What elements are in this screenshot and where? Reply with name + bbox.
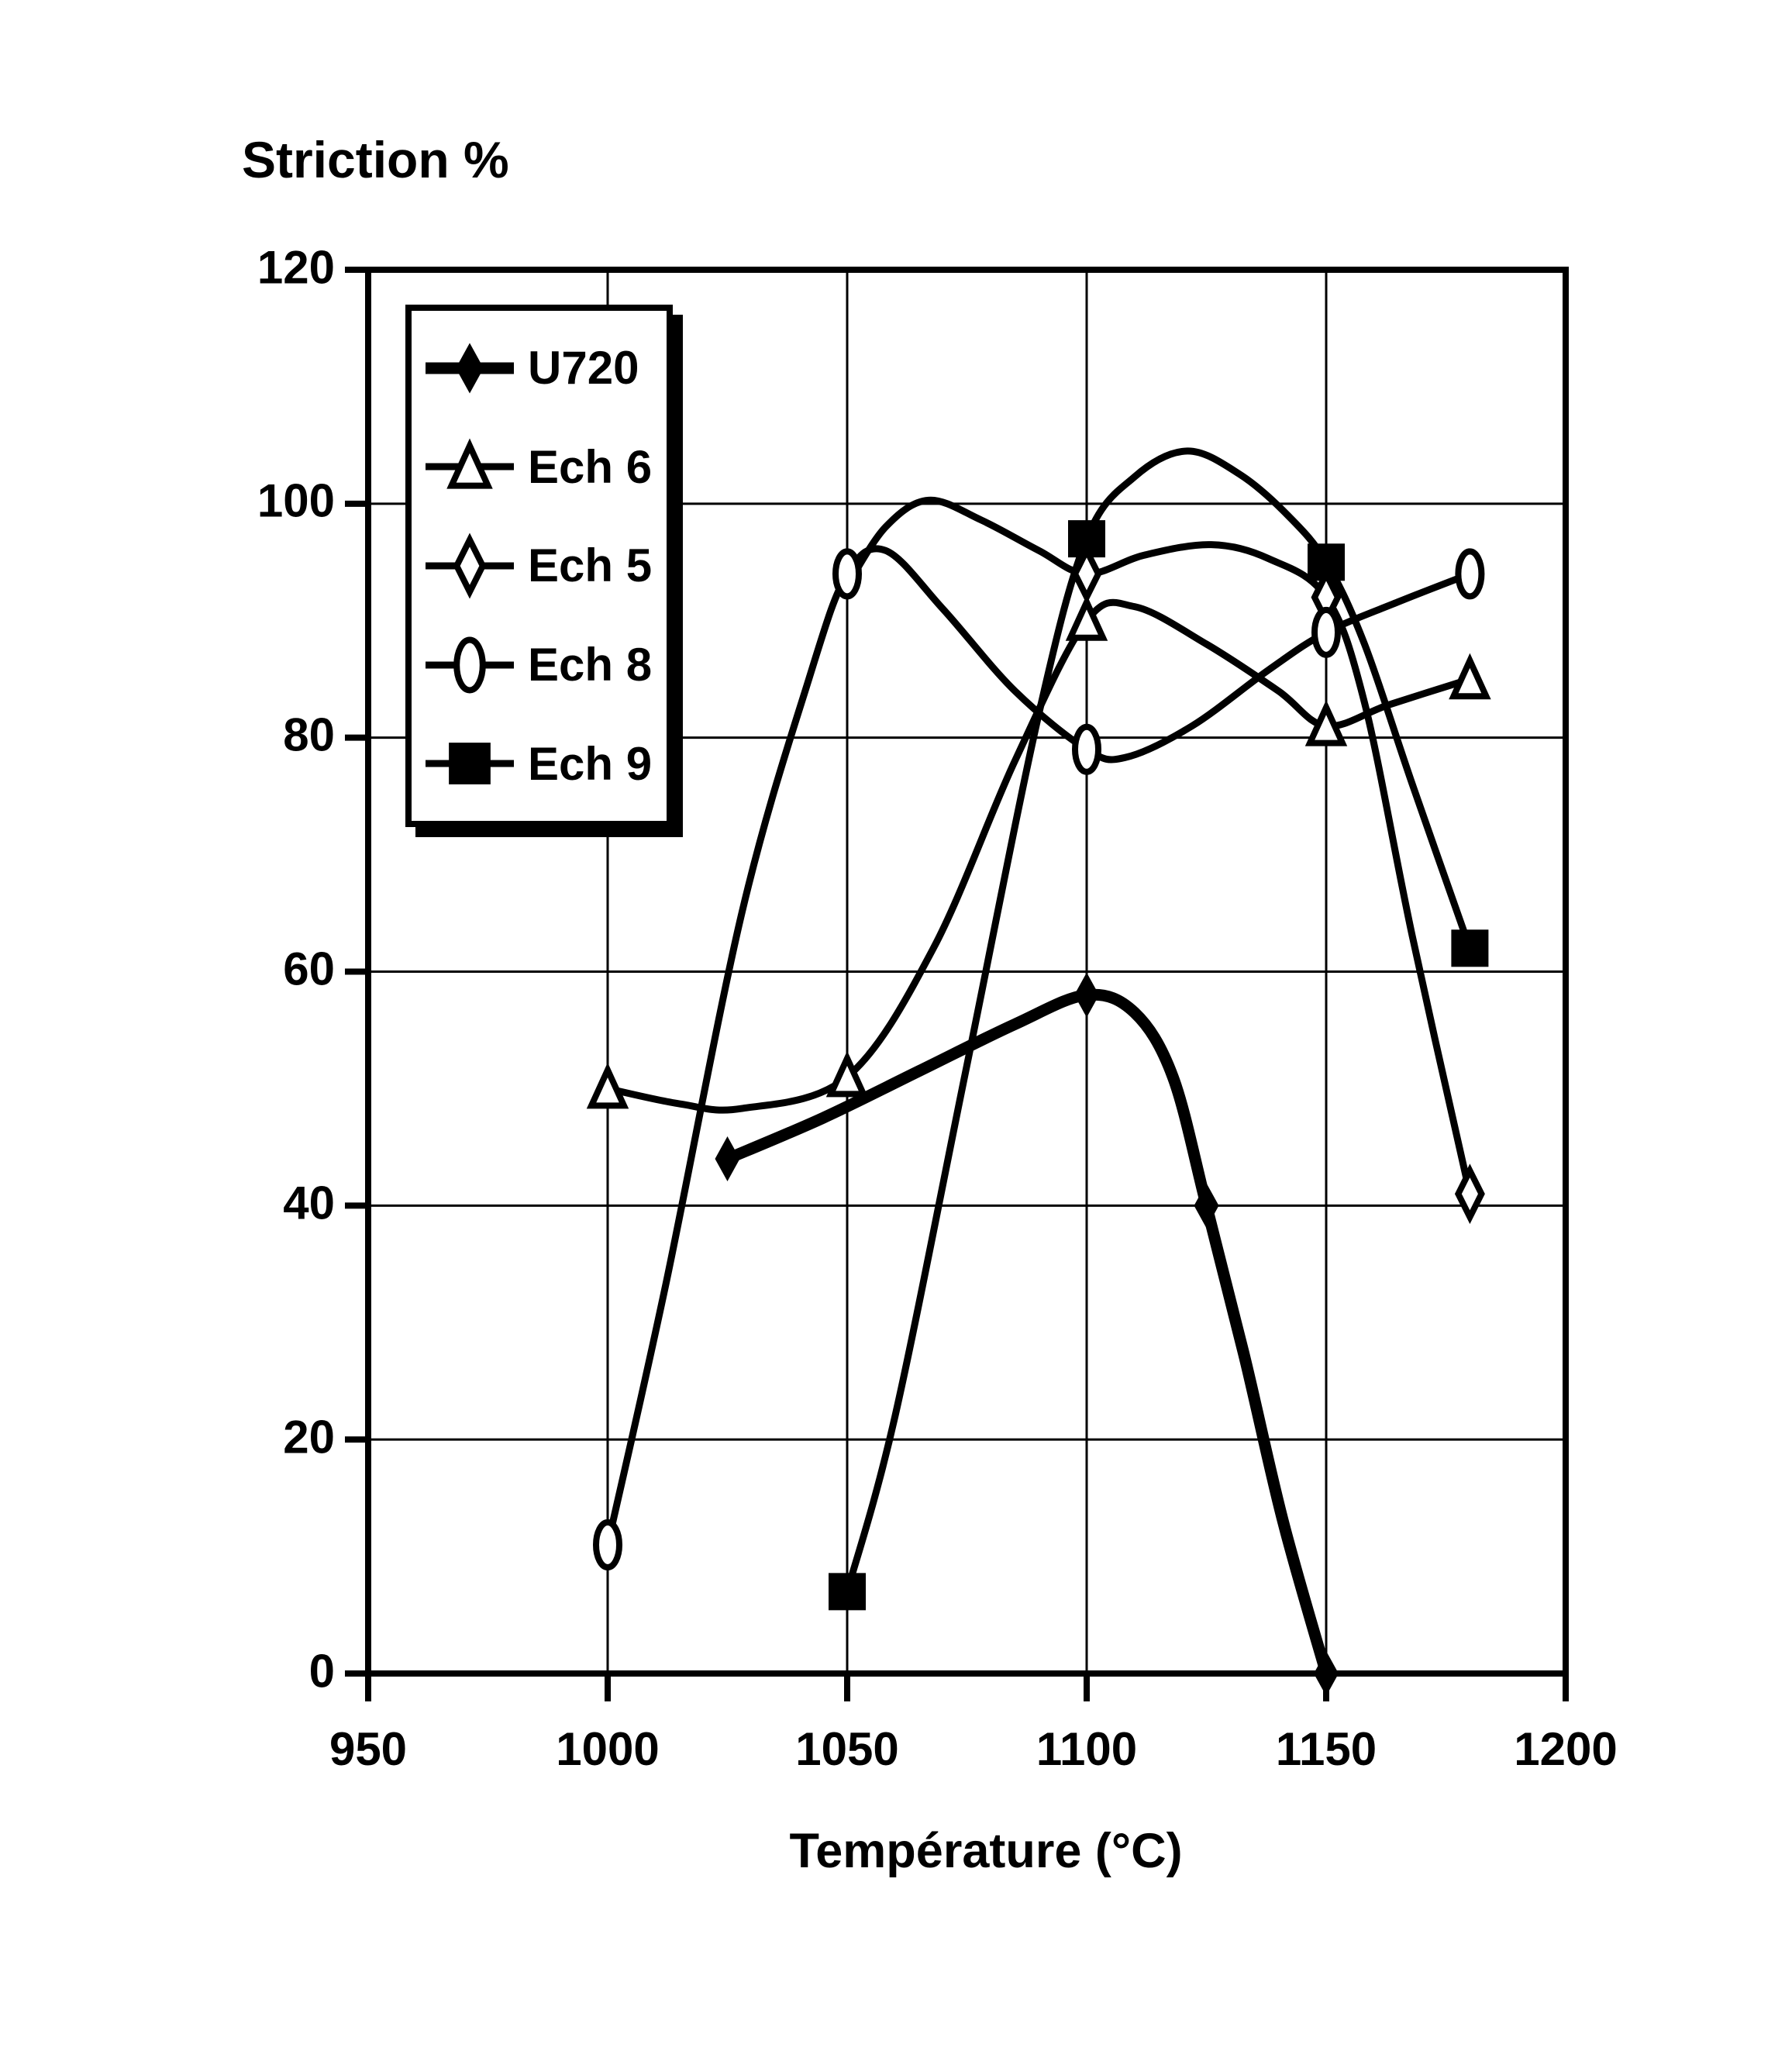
marker-open-ellipse — [832, 548, 862, 600]
marker-open-triangle — [1449, 653, 1491, 700]
x-axis-tick-label: 950 — [329, 1723, 408, 1775]
legend-marker-ech6-icon — [426, 438, 514, 490]
y-axis-tick-label: 120 — [257, 241, 335, 294]
marker-filled-square — [449, 743, 491, 785]
legend-box: U720 Ech 6 Ech 5 Ech 8 Ech 9 — [405, 305, 673, 827]
marker-open-triangle — [446, 438, 493, 490]
marker-open-diamond — [453, 533, 487, 599]
legend-item-ech6: Ech 6 — [422, 418, 667, 517]
x-axis-title: Température (°C) — [789, 1824, 1183, 1878]
legend-item-ech8: Ech 8 — [422, 615, 667, 715]
marker-filled-diamond — [1074, 972, 1099, 1018]
marker-open-ellipse — [593, 1518, 622, 1570]
series-u720-curve — [722, 988, 1332, 1680]
marker-filled-diamond — [1194, 1183, 1219, 1229]
series-ech5-curve — [843, 496, 1473, 1198]
marker-open-triangle — [1304, 699, 1348, 746]
marker-open-diamond — [1454, 1163, 1485, 1225]
y-axis-tick-label: 80 — [283, 708, 335, 761]
marker-open-triangle — [1065, 595, 1108, 641]
y-axis-tick-label: 20 — [283, 1411, 335, 1463]
legend-marker-u720-icon — [426, 343, 514, 394]
series-ech9-curve — [843, 447, 1473, 1595]
marker-open-ellipse — [1072, 723, 1101, 775]
marker-filled-diamond — [456, 343, 484, 394]
legend-item-label: U720 — [528, 342, 639, 395]
x-axis-tick-label: 1150 — [1275, 1723, 1377, 1775]
marker-open-triangle — [825, 1050, 869, 1098]
y-axis-tick-label: 40 — [283, 1177, 335, 1229]
marker-filled-diamond — [1314, 1651, 1339, 1696]
legend-item-ech5: Ech 5 — [422, 516, 667, 615]
y-axis-tick-label: 100 — [257, 474, 335, 527]
legend-item-label: Ech 9 — [528, 737, 653, 790]
marker-filled-square — [1451, 929, 1489, 967]
x-axis-tick-label: 1050 — [795, 1723, 899, 1775]
legend-item-label: Ech 8 — [528, 639, 653, 691]
legend-item-label: Ech 6 — [528, 440, 653, 493]
y-axis-tick-label: 0 — [308, 1645, 335, 1698]
marker-filled-square — [1308, 543, 1345, 581]
series-ech6-curve — [604, 598, 1473, 1114]
x-axis-tick-label: 1200 — [1514, 1723, 1618, 1775]
legend-marker-ech9-icon — [426, 743, 514, 785]
marker-filled-square — [1068, 520, 1105, 558]
marker-open-triangle — [586, 1062, 629, 1109]
legend-item-label: Ech 5 — [528, 539, 653, 592]
x-axis-tick-label: 1000 — [556, 1723, 660, 1775]
marker-filled-diamond — [715, 1136, 740, 1181]
legend-item-u720: U720 — [422, 319, 667, 418]
y-axis-tick-label: 60 — [283, 943, 335, 995]
marker-open-ellipse — [453, 636, 486, 694]
legend-marker-ech8-icon — [426, 636, 514, 694]
x-axis-tick-label: 1100 — [1036, 1723, 1138, 1775]
marker-filled-square — [829, 1573, 866, 1611]
legend-item-ech9: Ech 9 — [422, 714, 667, 813]
series-ech8-curve — [604, 545, 1473, 1549]
chart-title: Striction % — [242, 131, 509, 188]
marker-open-ellipse — [1455, 548, 1485, 600]
marker-open-ellipse — [1311, 606, 1341, 658]
legend-marker-ech5-icon — [426, 533, 514, 599]
